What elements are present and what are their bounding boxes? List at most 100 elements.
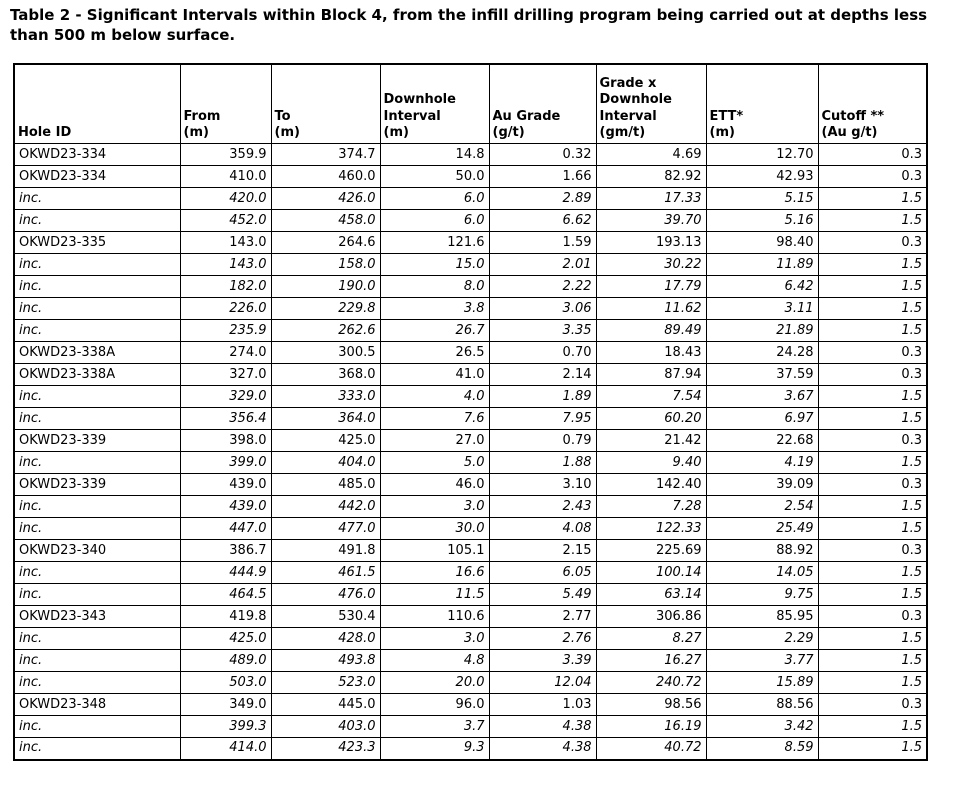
table-header-row: Hole ID From (m) To (m) Downhole Interval (…	[13, 63, 928, 145]
value-cell: 523.0	[270, 671, 381, 695]
value-cell: 399.0	[179, 451, 272, 475]
table-header: Hole ID From (m) To (m) Downhole Interval (…	[13, 63, 928, 145]
value-cell: 2.14	[488, 363, 597, 387]
value-cell: 229.8	[270, 297, 381, 321]
value-cell: 6.0	[379, 209, 490, 233]
value-cell: 88.92	[705, 539, 819, 563]
table-row: inc. 226.0 229.8 3.8 3.06 11.62 3.11 1.5	[13, 297, 928, 321]
value-cell: 7.54	[595, 385, 707, 409]
value-cell: 6.05	[488, 561, 597, 585]
value-cell: 1.5	[817, 671, 928, 695]
hole-id-cell: inc.	[13, 275, 181, 299]
hole-id-cell: inc.	[13, 187, 181, 211]
column-header-5: Grade x Downhole Interval (gm/t)	[595, 63, 707, 145]
value-cell: 22.68	[705, 429, 819, 453]
value-cell: 4.38	[488, 715, 597, 739]
table-row: inc. 420.0 426.0 6.0 2.89 17.33 5.15 1.5	[13, 187, 928, 211]
value-cell: 530.4	[270, 605, 381, 629]
value-cell: 1.66	[488, 165, 597, 189]
value-cell: 1.5	[817, 561, 928, 585]
value-cell: 82.92	[595, 165, 707, 189]
table-row: inc. 182.0 190.0 8.0 2.22 17.79 6.42 1.5	[13, 275, 928, 299]
value-cell: 364.0	[270, 407, 381, 431]
value-cell: 0.3	[817, 539, 928, 563]
value-cell: 20.0	[379, 671, 490, 695]
value-cell: 7.28	[595, 495, 707, 519]
value-cell: 425.0	[270, 429, 381, 453]
table-row: inc. 399.0 404.0 5.0 1.88 9.40 4.19 1.5	[13, 451, 928, 475]
value-cell: 12.04	[488, 671, 597, 695]
value-cell: 0.3	[817, 341, 928, 365]
hole-id-cell: OKWD23-334	[13, 165, 181, 189]
value-cell: 3.42	[705, 715, 819, 739]
hole-id-cell: inc.	[13, 715, 181, 739]
value-cell: 1.5	[817, 627, 928, 651]
value-cell: 2.22	[488, 275, 597, 299]
value-cell: 2.77	[488, 605, 597, 629]
table-row: OKWD23-334 410.0 460.0 50.0 1.66 82.92 42.93 0.…	[13, 165, 928, 189]
value-cell: 37.59	[705, 363, 819, 387]
value-cell: 1.5	[817, 407, 928, 431]
hole-id-cell: inc.	[13, 649, 181, 673]
value-cell: 428.0	[270, 627, 381, 651]
value-cell: 262.6	[270, 319, 381, 343]
hole-id-cell: OKWD23-339	[13, 473, 181, 497]
value-cell: 6.42	[705, 275, 819, 299]
column-header-0: Hole ID	[13, 63, 181, 145]
value-cell: 3.06	[488, 297, 597, 321]
value-cell: 476.0	[270, 583, 381, 607]
value-cell: 143.0	[179, 253, 272, 277]
value-cell: 122.33	[595, 517, 707, 541]
value-cell: 2.01	[488, 253, 597, 277]
value-cell: 404.0	[270, 451, 381, 475]
hole-id-cell: inc.	[13, 583, 181, 607]
hole-id-cell: OKWD23-338A	[13, 363, 181, 387]
value-cell: 460.0	[270, 165, 381, 189]
table-row: OKWD23-338A 327.0 368.0 41.0 2.14 87.94 37.59 0…	[13, 363, 928, 387]
value-cell: 444.9	[179, 561, 272, 585]
value-cell: 333.0	[270, 385, 381, 409]
value-cell: 1.5	[817, 253, 928, 277]
value-cell: 4.69	[595, 143, 707, 167]
column-header-1: From (m)	[179, 63, 272, 145]
value-cell: 121.6	[379, 231, 490, 255]
value-cell: 4.0	[379, 385, 490, 409]
value-cell: 426.0	[270, 187, 381, 211]
document-page: Table 2 - Significant Intervals within B…	[0, 6, 963, 787]
hole-id-cell: inc.	[13, 561, 181, 585]
value-cell: 12.70	[705, 143, 819, 167]
value-cell: 419.8	[179, 605, 272, 629]
hole-id-cell: inc.	[13, 407, 181, 431]
table-row: inc. 503.0 523.0 20.0 12.04 240.72 15.89 1.5	[13, 671, 928, 695]
value-cell: 398.0	[179, 429, 272, 453]
value-cell: 1.88	[488, 451, 597, 475]
value-cell: 461.5	[270, 561, 381, 585]
table-row: inc. 447.0 477.0 30.0 4.08 122.33 25.49 1.5	[13, 517, 928, 541]
value-cell: 327.0	[179, 363, 272, 387]
value-cell: 0.3	[817, 165, 928, 189]
value-cell: 306.86	[595, 605, 707, 629]
value-cell: 403.0	[270, 715, 381, 739]
value-cell: 1.5	[817, 649, 928, 673]
value-cell: 3.35	[488, 319, 597, 343]
hole-id-cell: OKWD23-340	[13, 539, 181, 563]
value-cell: 329.0	[179, 385, 272, 409]
value-cell: 1.5	[817, 583, 928, 607]
value-cell: 46.0	[379, 473, 490, 497]
column-header-4: Au Grade (g/t)	[488, 63, 597, 145]
value-cell: 3.8	[379, 297, 490, 321]
hole-id-cell: OKWD23-334	[13, 143, 181, 167]
value-cell: 439.0	[179, 473, 272, 497]
hole-id-cell: inc.	[13, 297, 181, 321]
value-cell: 356.4	[179, 407, 272, 431]
value-cell: 1.5	[817, 297, 928, 321]
value-cell: 50.0	[379, 165, 490, 189]
value-cell: 63.14	[595, 583, 707, 607]
value-cell: 410.0	[179, 165, 272, 189]
value-cell: 0.3	[817, 143, 928, 167]
hole-id-cell: inc.	[13, 385, 181, 409]
value-cell: 16.6	[379, 561, 490, 585]
column-header-2: To (m)	[270, 63, 381, 145]
value-cell: 25.49	[705, 517, 819, 541]
column-header-7: Cutoff ** (Au g/t)	[817, 63, 928, 145]
